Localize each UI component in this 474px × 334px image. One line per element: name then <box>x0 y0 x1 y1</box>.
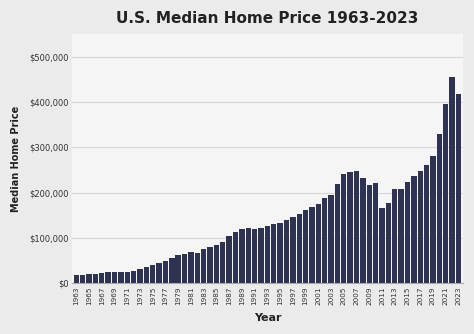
Bar <box>347 172 353 283</box>
Bar <box>341 174 346 283</box>
Bar <box>392 189 398 283</box>
Bar <box>354 171 359 283</box>
Bar <box>360 178 365 283</box>
Bar <box>93 274 98 283</box>
Bar <box>99 273 104 283</box>
Bar <box>309 207 315 283</box>
Bar <box>233 232 238 283</box>
Bar <box>399 189 404 283</box>
Bar <box>156 263 162 283</box>
Bar <box>150 266 155 283</box>
Bar <box>246 228 251 283</box>
Bar <box>456 94 461 283</box>
Bar <box>366 185 372 283</box>
Bar <box>188 252 194 283</box>
Bar <box>207 247 213 283</box>
Bar <box>144 267 149 283</box>
Bar <box>227 236 232 283</box>
Bar <box>449 77 455 283</box>
Bar <box>271 224 276 283</box>
Bar <box>169 258 174 283</box>
Bar <box>118 273 124 283</box>
Bar <box>264 226 270 283</box>
Bar <box>252 229 257 283</box>
Bar <box>379 208 385 283</box>
X-axis label: Year: Year <box>254 313 281 323</box>
Bar <box>418 171 423 283</box>
Bar <box>335 184 340 283</box>
Bar <box>437 134 442 283</box>
Bar <box>201 249 206 283</box>
Bar <box>220 241 226 283</box>
Bar <box>73 275 79 283</box>
Bar <box>373 183 378 283</box>
Bar <box>430 156 436 283</box>
Bar <box>182 254 187 283</box>
Bar <box>316 204 321 283</box>
Bar <box>443 104 448 283</box>
Bar <box>258 228 264 283</box>
Bar <box>125 272 130 283</box>
Bar <box>386 203 391 283</box>
Bar <box>214 245 219 283</box>
Bar <box>297 214 302 283</box>
Bar <box>112 272 117 283</box>
Bar <box>86 274 92 283</box>
Y-axis label: Median Home Price: Median Home Price <box>11 106 21 212</box>
Bar <box>137 269 143 283</box>
Bar <box>303 210 308 283</box>
Title: U.S. Median Home Price 1963-2023: U.S. Median Home Price 1963-2023 <box>116 11 419 26</box>
Bar <box>290 217 296 283</box>
Bar <box>131 271 137 283</box>
Bar <box>405 182 410 283</box>
Bar <box>239 229 245 283</box>
Bar <box>284 220 289 283</box>
Bar <box>175 255 181 283</box>
Bar <box>195 253 200 283</box>
Bar <box>163 261 168 283</box>
Bar <box>80 275 85 283</box>
Bar <box>411 176 417 283</box>
Bar <box>105 272 111 283</box>
Bar <box>322 198 328 283</box>
Bar <box>424 165 429 283</box>
Bar <box>277 223 283 283</box>
Bar <box>328 195 334 283</box>
